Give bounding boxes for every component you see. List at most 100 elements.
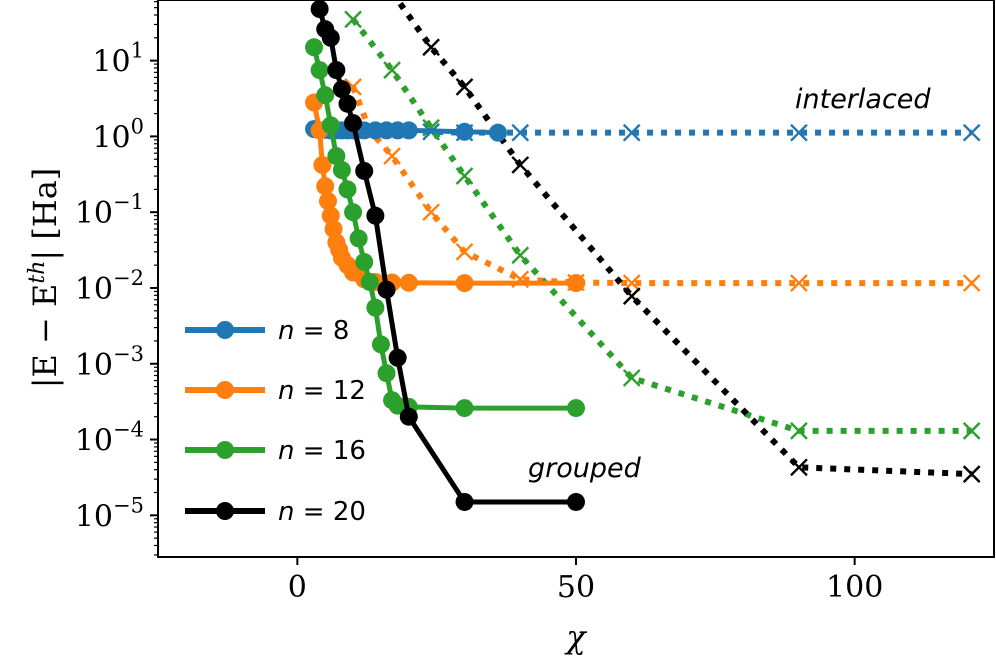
interlaced-line — [393, 0, 972, 478]
interlaced-point — [790, 422, 808, 440]
interlaced-point — [962, 274, 981, 292]
grouped-point — [399, 407, 418, 426]
grouped-point — [455, 492, 474, 511]
interlaced-point — [622, 123, 641, 142]
legend-entry-n12: n = 12 — [185, 376, 366, 406]
interlaced-point — [962, 422, 981, 440]
y-tick-label: 10−4 — [75, 418, 144, 459]
y-tick-label: 10−3 — [75, 342, 144, 383]
grouped-point — [366, 298, 385, 317]
interlaced-point — [455, 167, 474, 185]
series-interlaced-2 — [344, 10, 981, 440]
interlaced-point — [422, 203, 440, 222]
legend-label-n12: n = 12 — [278, 376, 366, 406]
y-axis-title-main: |E − E — [26, 284, 64, 389]
legend-label-n20: n = 20 — [278, 497, 366, 527]
grouped-point — [567, 492, 585, 511]
grouped-point — [349, 229, 368, 248]
grouped-point — [327, 147, 346, 166]
legend-marker-n20 — [216, 502, 234, 520]
series-interlaced-3 — [383, 0, 981, 483]
interlaced-point — [790, 123, 808, 142]
interlaced-point — [383, 147, 401, 165]
grouped-point — [310, 0, 329, 18]
grouped-point — [305, 38, 324, 57]
y-tick-label: 10−5 — [75, 493, 144, 534]
legend: n = 8 n = 12 n = 16 n = 20 — [185, 316, 366, 527]
x-tick-label: 50 — [557, 570, 595, 605]
grouped-point — [321, 206, 340, 225]
grouped-point — [455, 274, 474, 293]
x-tick-label: 0 — [288, 570, 307, 605]
x-axis-title: χ — [564, 618, 587, 656]
legend-marker-n16 — [216, 441, 234, 459]
interlaced-point — [962, 465, 981, 483]
legend-entry-n20: n = 20 — [185, 497, 366, 527]
y-tick-label: 10−2 — [75, 266, 144, 307]
interlaced-point — [455, 78, 474, 96]
y-axis-title: |E − Eth| [Ha] — [25, 168, 64, 389]
grouped-point — [488, 123, 507, 142]
y-tick-label: 101 — [92, 39, 144, 80]
legend-label-n8: n = 8 — [278, 316, 349, 346]
grouped-point — [355, 253, 374, 272]
grouped-point — [332, 80, 351, 99]
grouped-point — [567, 274, 585, 293]
legend-entry-n8: n = 8 — [185, 316, 349, 346]
grouped-point — [344, 203, 363, 222]
interlaced-point — [511, 123, 530, 142]
interlaced-point — [962, 123, 981, 142]
annotation-grouped: grouped — [528, 453, 642, 484]
y-tick-label: 100 — [92, 114, 144, 155]
grouped-point — [316, 86, 335, 105]
interlaced-point — [511, 156, 530, 174]
plot-area — [305, 0, 981, 511]
legend-label-n16: n = 16 — [278, 436, 366, 466]
series-grouped-3 — [310, 0, 585, 511]
interlaced-point — [622, 369, 641, 387]
interlaced-point — [344, 10, 362, 29]
grouped-point — [338, 180, 357, 199]
grouped-point — [338, 94, 357, 113]
grouped-point — [360, 272, 379, 291]
grouped-point — [332, 161, 351, 180]
grouped-point — [371, 335, 390, 354]
interlaced-point — [511, 246, 530, 265]
grouped-point — [310, 61, 329, 80]
grouped-point — [316, 177, 335, 196]
x-axis: 0 50 100 — [288, 557, 883, 605]
interlaced-line — [350, 17, 972, 434]
interlaced-point — [622, 287, 641, 305]
interlaced-point — [790, 274, 808, 292]
grouped-point — [327, 61, 346, 80]
interlaced-point — [383, 61, 401, 79]
grouped-point — [377, 280, 396, 299]
grouped-point — [455, 399, 474, 418]
interlaced-point — [790, 458, 808, 477]
grouped-point — [399, 121, 418, 140]
x-tick-label: 100 — [826, 570, 883, 605]
legend-marker-n12 — [216, 381, 234, 399]
grouped-point — [399, 273, 418, 292]
grouped-point — [377, 364, 396, 383]
grouped-point — [355, 161, 374, 180]
grouped-point — [313, 155, 332, 174]
series-grouped-1 — [305, 93, 585, 293]
grouped-point — [318, 192, 337, 211]
series-grouped-2 — [305, 38, 585, 418]
grouped-point — [567, 399, 585, 418]
interlaced-point — [422, 38, 440, 57]
annotation-interlaced: interlaced — [795, 84, 931, 115]
grouped-point — [321, 28, 340, 47]
grouped-point — [344, 114, 363, 133]
grouped-point — [324, 220, 343, 239]
grouped-point — [366, 206, 385, 225]
interlaced-line — [350, 85, 972, 287]
legend-marker-n8 — [216, 321, 234, 339]
legend-entry-n16: n = 16 — [185, 436, 366, 466]
grouped-point — [321, 116, 340, 135]
interlaced-point — [455, 242, 474, 261]
y-axis: 101 100 10−1 10−2 10−3 10−4 10−5 — [75, 1, 158, 556]
y-axis-title-sup: th — [25, 261, 50, 284]
